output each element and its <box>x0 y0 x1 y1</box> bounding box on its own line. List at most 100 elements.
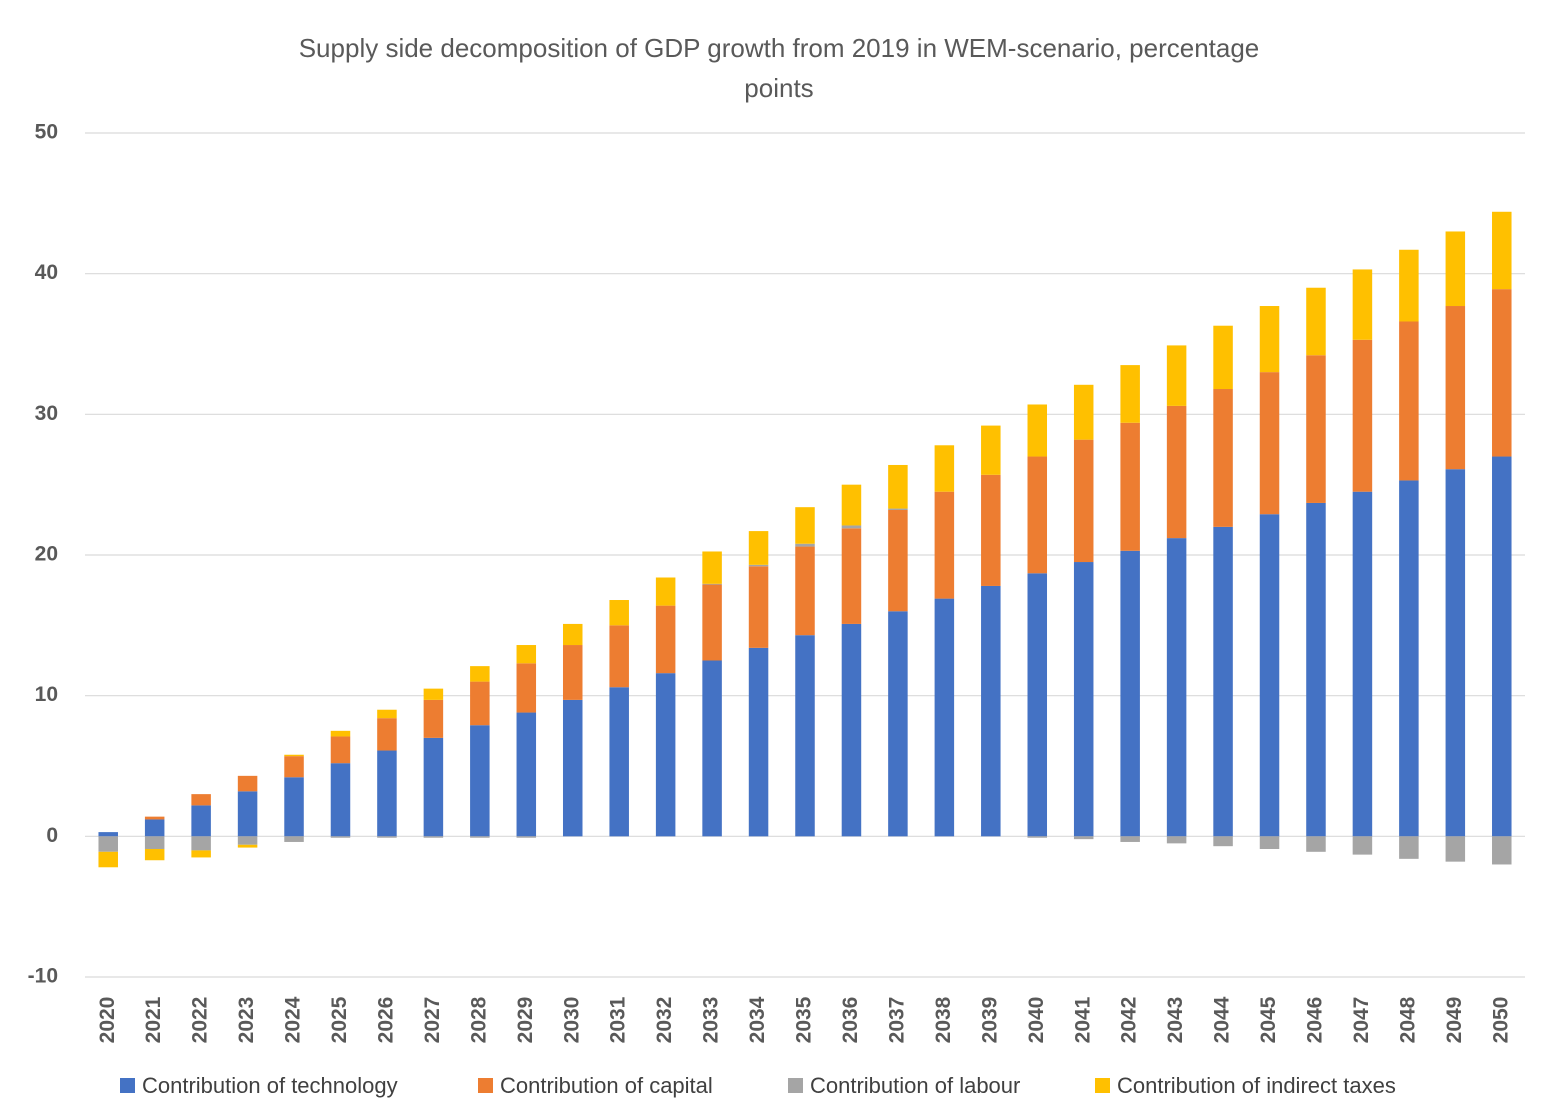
x-tick-label: 2024 <box>282 996 305 1043</box>
bar-segment <box>841 623 862 837</box>
bar-segment <box>470 666 490 682</box>
bar-segment <box>702 551 722 584</box>
x-tick-label: 2050 <box>1489 997 1512 1044</box>
y-tick-label: 30 <box>35 402 58 425</box>
bar-segment <box>1352 339 1373 492</box>
bar-segment <box>284 836 304 842</box>
bar-segment <box>1120 422 1140 551</box>
x-tick-label: 2038 <box>932 996 955 1043</box>
bar-segment <box>655 673 676 837</box>
x-tick-label: 2040 <box>1025 997 1048 1044</box>
bar-segment <box>144 836 165 849</box>
x-tick-label: 2043 <box>1164 997 1187 1044</box>
x-tick-label: 2029 <box>514 997 537 1044</box>
bar-segment <box>655 577 676 606</box>
bar-segment <box>1073 439 1094 563</box>
bar-segment <box>702 660 722 837</box>
bar-segment <box>144 816 165 820</box>
bar-segment <box>888 611 908 837</box>
y-tick-label: 10 <box>35 683 58 706</box>
bar-segment <box>423 836 444 838</box>
bar-segment <box>237 844 258 848</box>
bar-segment <box>888 464 908 509</box>
bar-segment <box>1492 456 1512 837</box>
legend-swatch <box>478 1078 493 1093</box>
bar-segment <box>284 756 304 778</box>
legend-label: Contribution of technology <box>142 1073 398 1098</box>
bar-segment <box>1027 573 1048 837</box>
bar-segment <box>144 848 165 861</box>
y-tick-label: 50 <box>35 121 58 144</box>
bar-segment <box>934 491 955 599</box>
bar-segment <box>1492 211 1512 290</box>
bar-segment <box>1445 306 1466 470</box>
bar-segment <box>423 699 444 738</box>
bar-segment <box>1352 836 1373 855</box>
legend-swatch <box>1095 1078 1110 1093</box>
bar-segment <box>1445 231 1466 307</box>
x-tick-label: 2034 <box>746 996 769 1043</box>
x-tick-label: 2046 <box>1304 997 1327 1044</box>
x-tick-label: 2030 <box>560 997 583 1044</box>
bar-segment <box>98 836 118 852</box>
y-tick-label: 0 <box>46 824 58 847</box>
bar-segment <box>888 508 908 510</box>
bar-segment <box>1213 526 1233 837</box>
legend-label: Contribution of capital <box>500 1073 713 1098</box>
bar-segment <box>330 836 351 838</box>
x-tick-label: 2048 <box>1396 996 1419 1043</box>
bar-segment <box>1259 514 1280 837</box>
bar-segment <box>470 681 490 726</box>
bar-segment <box>330 763 351 837</box>
bar-segment <box>795 543 815 547</box>
bar-segment <box>841 525 862 529</box>
bar-segment <box>423 688 444 700</box>
bar-segment <box>748 647 769 837</box>
bar-segment <box>1166 836 1187 844</box>
x-tick-label: 2049 <box>1443 997 1466 1044</box>
bar-segment <box>1073 384 1094 440</box>
bar-segment <box>470 836 490 838</box>
bar-segment <box>98 832 118 837</box>
bar-segment <box>284 754 304 757</box>
bar-segment <box>330 736 351 764</box>
x-tick-label: 2047 <box>1350 997 1373 1044</box>
bar-segment <box>934 445 955 492</box>
bar-segment <box>516 645 537 664</box>
bar-segment <box>516 663 537 713</box>
bar-segment <box>1399 836 1419 859</box>
bar-segment <box>1306 287 1326 356</box>
y-tick-label: 20 <box>35 543 58 566</box>
x-tick-label: 2020 <box>96 997 119 1044</box>
bar-segment <box>934 598 955 837</box>
bar-segment <box>748 564 769 567</box>
bar-segment <box>841 528 862 624</box>
bar-segment <box>1120 550 1140 837</box>
bar-segment <box>1027 456 1048 574</box>
bar-segment <box>748 566 769 648</box>
x-tick-label: 2023 <box>235 997 258 1044</box>
bar-segment <box>377 709 397 719</box>
bar-segment <box>1259 306 1280 373</box>
x-tick-label: 2026 <box>374 997 397 1044</box>
bar-segment <box>1213 836 1233 847</box>
x-tick-label: 2037 <box>885 997 908 1044</box>
bar-segment <box>1027 404 1048 457</box>
bar-segment <box>888 509 908 612</box>
x-tick-label: 2028 <box>467 996 490 1043</box>
bar-segment <box>981 585 1001 837</box>
bar-segment <box>1399 480 1419 837</box>
bar-segment <box>655 605 676 674</box>
bar-segment <box>1259 372 1280 515</box>
x-tick-label: 2044 <box>1211 996 1234 1043</box>
x-tick-label: 2045 <box>1257 996 1280 1043</box>
bar-segment <box>981 474 1001 586</box>
bar-segment <box>191 836 211 851</box>
bar-segment <box>1213 325 1233 390</box>
bar-segment <box>1120 836 1140 842</box>
y-tick-label: -10 <box>28 965 58 988</box>
x-tick-label: 2041 <box>1071 996 1094 1043</box>
x-tick-label: 2031 <box>607 996 630 1043</box>
bar-segment <box>237 791 258 837</box>
